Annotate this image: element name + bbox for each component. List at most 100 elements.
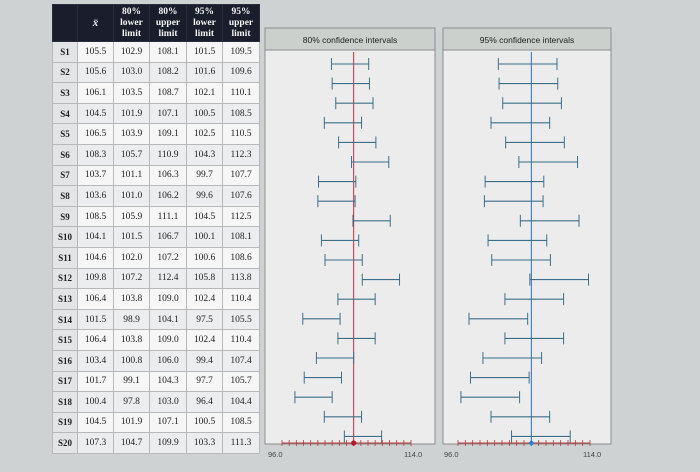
table-cell: 103.7 [77,164,114,187]
sample-label: S20 [52,432,78,454]
table-cell: 105.9 [113,205,150,228]
column-header-text: upper [228,17,254,28]
table-cell: 103.0 [113,61,150,84]
table-row: S1 105.5 102.9 108.1 101.5 109.5 [52,41,260,63]
sample-label: S17 [52,370,78,393]
table-cell: 97.8 [113,391,150,413]
table-cell: 109.8 [77,267,114,290]
table-cell: 102.4 [186,288,223,310]
table-cell: 106.4 [77,329,114,351]
table-cell: 99.6 [186,185,223,207]
table-cell: 105.7 [222,370,260,393]
sample-label: S16 [52,349,78,372]
chart2-reference-marker [528,440,535,446]
table-body: S1 105.5 102.9 108.1 101.5 109.5 S2 105.6 103.0 1… [52,41,260,454]
table-row: S3 106.1 103.5 108.7 102.1 110.1 [52,82,260,104]
sample-label: S3 [52,82,78,104]
sample-label: S11 [52,246,78,269]
table-cell: 101.9 [113,411,150,434]
sample-label: S13 [52,288,78,310]
table-row: S18 100.4 97.8 103.0 96.4 104.4 [52,391,260,413]
table-cell: 108.5 [222,102,260,125]
sample-label: S5 [52,123,78,145]
column-header-3: 95% lower limit [186,4,223,42]
table-cell: 109.5 [222,41,260,63]
table-row: S6 108.3 105.7 110.9 104.3 112.3 [52,143,260,166]
table-cell: 101.1 [113,164,150,187]
sample-label: S12 [52,267,78,290]
table-cell: 106.0 [149,349,187,372]
table-cell: 104.3 [186,143,223,166]
table-row: S7 103.7 101.1 106.3 99.7 107.7 [52,164,260,187]
table-row: S13 106.4 103.8 109.0 102.4 110.4 [52,288,260,310]
table-cell: 96.4 [186,391,223,413]
table-cell: 108.1 [222,226,260,248]
table-cell: 100.5 [186,411,223,434]
table-cell: 108.5 [222,411,260,434]
sample-label: S2 [52,61,78,84]
table-cell: 104.6 [77,246,114,269]
table-cell: 101.0 [113,185,150,207]
column-header-text: limit [122,28,141,39]
table-cell: 106.2 [149,185,187,207]
table-cell: 104.7 [113,432,150,454]
chart2-panel [442,27,612,445]
table-cell: 102.4 [186,329,223,351]
table-cell: 110.4 [222,329,260,351]
table-cell: 100.8 [113,349,150,372]
table-row: S10 104.1 101.5 106.7 100.1 108.1 [52,226,260,248]
table-cell: 104.5 [186,205,223,228]
table-cell: 100.6 [186,246,223,269]
sample-label: S7 [52,164,78,187]
ci-table: x̄ 80% lower limit 80% upper limit 95% lower limi… [52,4,260,454]
column-header-text: 95% [195,6,214,17]
table-cell: 109.6 [222,61,260,84]
table-cell: 101.9 [113,102,150,125]
column-header-text: upper [155,17,181,28]
table-cell: 106.4 [77,288,114,310]
chart2-title: 95% confidence intervals [480,35,575,45]
table-cell: 107.3 [77,432,114,454]
chart1-tick-label-min: 96.0 [268,450,283,459]
sample-label: S8 [52,185,78,207]
table-cell: 106.5 [77,123,114,145]
table-cell: 108.7 [149,82,187,104]
table-row: S8 103.6 101.0 106.2 99.6 107.6 [52,185,260,207]
table-cell: 99.7 [186,164,223,187]
column-header-text: limit [158,28,178,39]
table-cell: 97.5 [186,308,223,331]
sample-label: S10 [52,226,78,248]
table-cell: 106.7 [149,226,187,248]
table-cell: 99.4 [186,349,223,372]
table-cell: 105.8 [186,267,223,290]
table-row: S14 101.5 98.9 104.1 97.5 105.5 [52,308,260,331]
column-header-1: 80% lower limit [113,4,150,42]
sample-label: S18 [52,391,78,413]
table-cell: 112.5 [222,205,260,228]
table-cell: 103.5 [113,82,150,104]
confidence-interval-table: x̄ 80% lower limit 80% upper limit 95% lower limi… [52,4,260,454]
table-cell: 100.5 [186,102,223,125]
table-row: S16 103.4 100.8 106.0 99.4 107.4 [52,349,260,372]
table-row: S12 109.8 107.2 112.4 105.8 113.8 [52,267,260,290]
table-cell: 103.8 [113,288,150,310]
sample-label: S4 [52,102,78,125]
table-cell: 107.7 [222,164,260,187]
table-cell: 108.1 [149,41,187,63]
table-cell: 105.6 [77,61,114,84]
table-cell: 100.1 [186,226,223,248]
table-row: S17 101.7 99.1 104.3 97.7 105.7 [52,370,260,393]
table-cell: 112.4 [149,267,187,290]
table-cell: 105.7 [113,143,150,166]
table-cell: 104.5 [77,102,114,125]
chart2-title-bar [442,27,612,51]
table-row: S2 105.6 103.0 108.2 101.6 109.6 [52,61,260,84]
table-cell: 107.1 [149,102,187,125]
table-row: S4 104.5 101.9 107.1 100.5 108.5 [52,102,260,125]
table-cell: 102.5 [186,123,223,145]
sample-label: S15 [52,329,78,351]
column-header-text: 95% [231,6,251,17]
table-cell: 107.4 [222,349,260,372]
table-cell: 103.9 [113,123,150,145]
chart1-tick-label-max: 114.0 [404,450,422,459]
